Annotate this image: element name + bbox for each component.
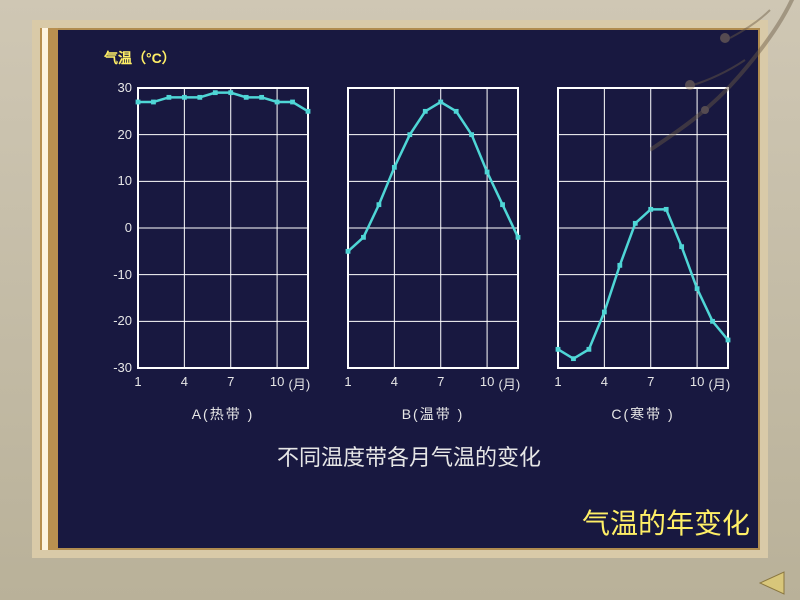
chart-canvas: 气温（°C）3020100-10-20-3014710(月)A(热带 )1471…	[58, 28, 760, 550]
subtitle: 不同温度带各月气温的变化	[58, 440, 760, 472]
x-tick-label: 7	[429, 374, 453, 389]
x-axis-unit: (月)	[709, 374, 731, 393]
left-stripe-inner	[42, 28, 48, 550]
y-tick-label: 10	[98, 173, 132, 188]
x-axis-unit: (月)	[499, 374, 521, 393]
x-tick-label: 10	[685, 374, 709, 389]
chart-frame: 气温（°C）3020100-10-20-3014710(月)A(热带 )1471…	[32, 20, 768, 558]
x-tick-label: 1	[336, 374, 360, 389]
y-tick-label: -20	[98, 313, 132, 328]
y-tick-label: 20	[98, 127, 132, 142]
x-tick-label: 1	[546, 374, 570, 389]
page: 气温（°C）3020100-10-20-3014710(月)A(热带 )1471…	[0, 0, 800, 600]
x-axis-unit: (月)	[289, 374, 311, 393]
y-tick-label: -30	[98, 360, 132, 375]
x-tick-label: 4	[382, 374, 406, 389]
x-tick-label: 4	[172, 374, 196, 389]
corner-title: 气温的年变化	[582, 502, 750, 542]
x-tick-label: 10	[475, 374, 499, 389]
x-tick-label: 7	[639, 374, 663, 389]
panel-label: A(热带 )	[138, 404, 308, 424]
x-tick-label: 1	[126, 374, 150, 389]
y-tick-label: -10	[98, 267, 132, 282]
y-tick-label: 0	[98, 220, 132, 235]
y-tick-label: 30	[98, 80, 132, 95]
prev-slide-button[interactable]	[756, 570, 786, 596]
left-stripe	[40, 28, 58, 550]
x-tick-label: 4	[592, 374, 616, 389]
x-tick-label: 7	[219, 374, 243, 389]
panel-label: C(寒带 )	[558, 404, 728, 424]
panel-label: B(温带 )	[348, 404, 518, 424]
x-tick-label: 10	[265, 374, 289, 389]
